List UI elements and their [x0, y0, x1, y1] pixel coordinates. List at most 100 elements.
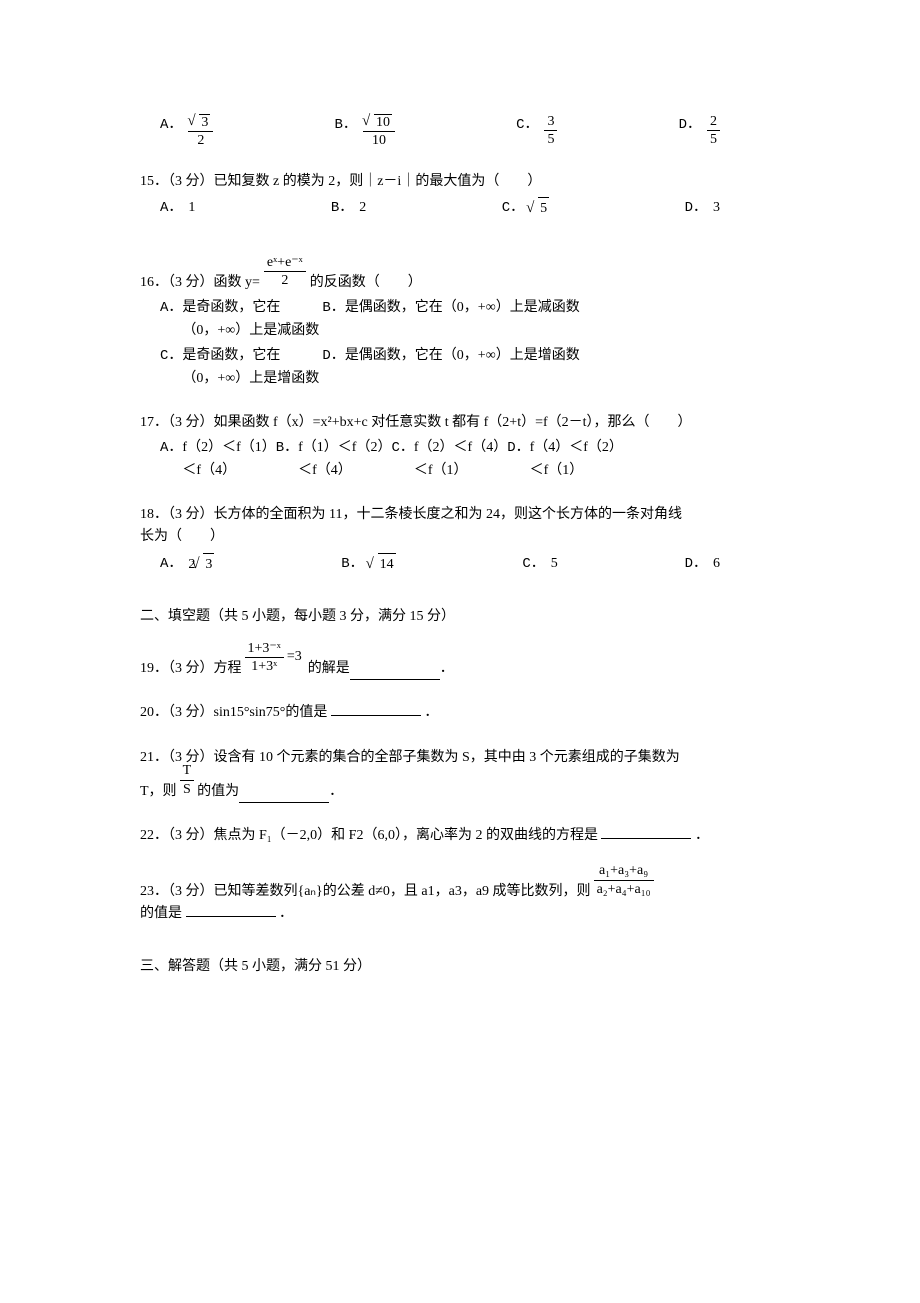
opt-label: A．	[160, 553, 182, 575]
fraction: eˣ+e⁻ˣ 2	[264, 255, 306, 289]
opt-line1: f（2）＜f（1）	[182, 437, 275, 459]
opt-line2: ＜f（4）	[182, 460, 275, 482]
question-18: 18．（3 分）长方体的全面积为 11，十二条棱长度之和为 24，则这个长方体的…	[140, 504, 780, 576]
opt-value: 3	[713, 197, 720, 219]
opt-text: 是奇函数，它在（0，+∞）上是减函数	[182, 297, 322, 342]
option-D: D． 3	[685, 197, 720, 220]
question-20: 20．（3 分）sin15°sin75°的值是 ．	[140, 702, 780, 724]
option-A: A． 3 2	[160, 114, 213, 149]
option-A: A． 是奇函数，它在（0，+∞）上是减函数	[160, 297, 322, 342]
sqrt-body: 3	[203, 553, 214, 576]
tail: ．	[440, 658, 454, 680]
opt-line2: ＜f（1）	[414, 460, 507, 482]
opt-label: A．	[160, 114, 182, 136]
options-row: A． 3 2 B． 10 10 C． 3 5 D． 2 5	[140, 114, 780, 149]
blank-underline	[350, 666, 440, 680]
opt-label: B．	[322, 297, 344, 342]
question-stem-l1: 18．（3 分）长方体的全面积为 11，十二条棱长度之和为 24，则这个长方体的…	[140, 504, 780, 526]
option-A: A． f（2）＜f（1） ＜f（4）	[160, 437, 276, 482]
opt-line2: ＜f（4）	[298, 460, 391, 482]
opt-label: D．	[679, 114, 701, 136]
stem-l2-post: 的值为	[197, 781, 239, 803]
opt-text: 是偶函数，它在（0，+∞）上是增函数	[345, 345, 580, 390]
blank-underline	[601, 825, 691, 839]
opt-line1: f（2）＜f（4）	[414, 437, 507, 459]
question-15: 15．（3 分）已知复数 z 的模为 2，则｜z－i｜的最大值为（ ） A． 1…	[140, 171, 780, 221]
frac-rhs: =3	[287, 646, 302, 668]
options-row: A． 1 B． 2 C． 5 D． 3	[140, 197, 780, 220]
tail: ．	[695, 828, 709, 843]
stem-pre: 16．（3 分）函数 y=	[140, 272, 260, 294]
question-14-options: A． 3 2 B． 10 10 C． 3 5 D． 2 5	[140, 114, 780, 149]
section-3-title: 三、解答题（共 5 小题，满分 51 分）	[140, 956, 780, 978]
blank-underline	[186, 903, 276, 917]
option-B: B． f（1）＜f（2） ＜f（4）	[276, 437, 392, 482]
question-23: 23．（3 分）已知等差数列{aₙ}的公差 d≠0，且 a1，a3，a9 成等比…	[140, 869, 780, 925]
option-D: D． f（4）＜f（2） ＜f（1）	[507, 437, 623, 482]
fraction: 3 5	[544, 114, 557, 148]
option-C: C． 5	[502, 197, 549, 220]
numerator: eˣ+e⁻ˣ	[264, 255, 306, 272]
question-19: 19．（3 分）方程 1+3⁻ˣ 1+3ˣ =3 的解是 ．	[140, 647, 780, 681]
opt-label: D．	[507, 437, 529, 482]
tail: ．	[279, 906, 293, 921]
opt-value: 5	[551, 553, 558, 575]
option-A: A． 1	[160, 197, 195, 220]
opt-label: B．	[335, 114, 357, 136]
option-B: B． 10 10	[335, 114, 395, 149]
options-row: A． f（2）＜f（1） ＜f（4） B． f（1）＜f（2） ＜f（4） C．…	[140, 437, 780, 482]
opt-value: 1	[188, 197, 195, 219]
question-22: 22．（3 分）焦点为 F₁（－2,0）和 F2（6,0），离心率为 2 的双曲…	[140, 825, 780, 847]
blank-underline	[239, 789, 329, 803]
question-stem: 15．（3 分）已知复数 z 的模为 2，则｜z－i｜的最大值为（ ）	[140, 171, 780, 193]
question-17: 17．（3 分）如果函数 f（x）=x²+bx+c 对任意实数 t 都有 f（2…	[140, 412, 780, 482]
option-D: D． 6	[685, 553, 720, 576]
question-stem-row: 16．（3 分）函数 y= eˣ+e⁻ˣ 2 的反函数（ ）	[140, 261, 780, 295]
opt-line1: f（4）＜f（2）	[530, 437, 623, 459]
option-C: C． 5	[522, 553, 557, 576]
tail: ．	[424, 705, 438, 720]
opt-label: A．	[160, 297, 182, 342]
numerator: a₁+a₃+a₉	[594, 863, 654, 880]
denominator: 2	[264, 272, 306, 288]
opt-label: C．	[502, 197, 524, 219]
tail: ．	[329, 781, 343, 803]
opt-label: B．	[341, 553, 363, 575]
opt-text: 是偶函数，它在（0，+∞）上是减函数	[345, 297, 580, 342]
stem-post: 的反函数（ ）	[310, 272, 422, 294]
opt-label: C．	[522, 553, 544, 575]
option-B: B． 2	[331, 197, 366, 220]
section-2-title: 二、填空题（共 5 小题，每小题 3 分，满分 15 分）	[140, 606, 780, 628]
options-row-1: A． 是奇函数，它在（0，+∞）上是减函数 B． 是偶函数，它在（0，+∞）上是…	[140, 297, 780, 342]
opt-value: 6	[713, 553, 720, 575]
denominator: a₂+a₄+a₁₀	[594, 881, 654, 897]
stem-pre: 22．（3 分）焦点为 F₁（－2,0）和 F2（6,0），离心率为 2 的双曲…	[140, 828, 601, 843]
option-D: D． 2 5	[679, 114, 720, 149]
option-A: A． 23	[160, 553, 214, 576]
sqrt-body: 14	[378, 553, 396, 576]
opt-label: D．	[685, 197, 707, 219]
numerator: 1+3⁻ˣ	[245, 641, 284, 658]
question-21: 21．（3 分）设含有 10 个元素的集合的全部子集数为 S，其中由 3 个元素…	[140, 747, 780, 803]
stem-pre: 20．（3 分）sin15°sin75°的值是	[140, 705, 327, 720]
opt-label: C．	[160, 345, 182, 390]
option-D: D． 是偶函数，它在（0，+∞）上是增函数	[322, 345, 579, 390]
option-B: B． 是偶函数，它在（0，+∞）上是减函数	[322, 297, 579, 342]
denominator: 2	[188, 132, 213, 148]
opt-value: 2	[359, 197, 366, 219]
question-stem: 17．（3 分）如果函数 f（x）=x²+bx+c 对任意实数 t 都有 f（2…	[140, 412, 780, 434]
stem-l1: 21．（3 分）设含有 10 个元素的集合的全部子集数为 S，其中由 3 个元素…	[140, 747, 780, 769]
sqrt-body: 10	[374, 114, 392, 130]
opt-label: D．	[322, 345, 344, 390]
options-row-2: C． 是奇函数，它在（0，+∞）上是增函数 D． 是偶函数，它在（0，+∞）上是…	[140, 345, 780, 390]
opt-label: A．	[160, 437, 182, 482]
option-C: C． 3 5	[516, 114, 557, 149]
option-B: B． 14	[341, 553, 395, 576]
option-C: C． f（2）＜f（4） ＜f（1）	[391, 437, 507, 482]
opt-line1: f（1）＜f（2）	[298, 437, 391, 459]
option-C: C． 是奇函数，它在（0，+∞）上是增函数	[160, 345, 322, 390]
stem-l1-pre: 23．（3 分）已知等差数列{aₙ}的公差 d≠0，且 a1，a3，a9 成等比…	[140, 881, 591, 903]
denominator: 5	[544, 131, 557, 147]
options-row: A． 23 B． 14 C． 5 D． 6	[140, 553, 780, 576]
denominator: 1+3ˣ	[245, 658, 284, 674]
